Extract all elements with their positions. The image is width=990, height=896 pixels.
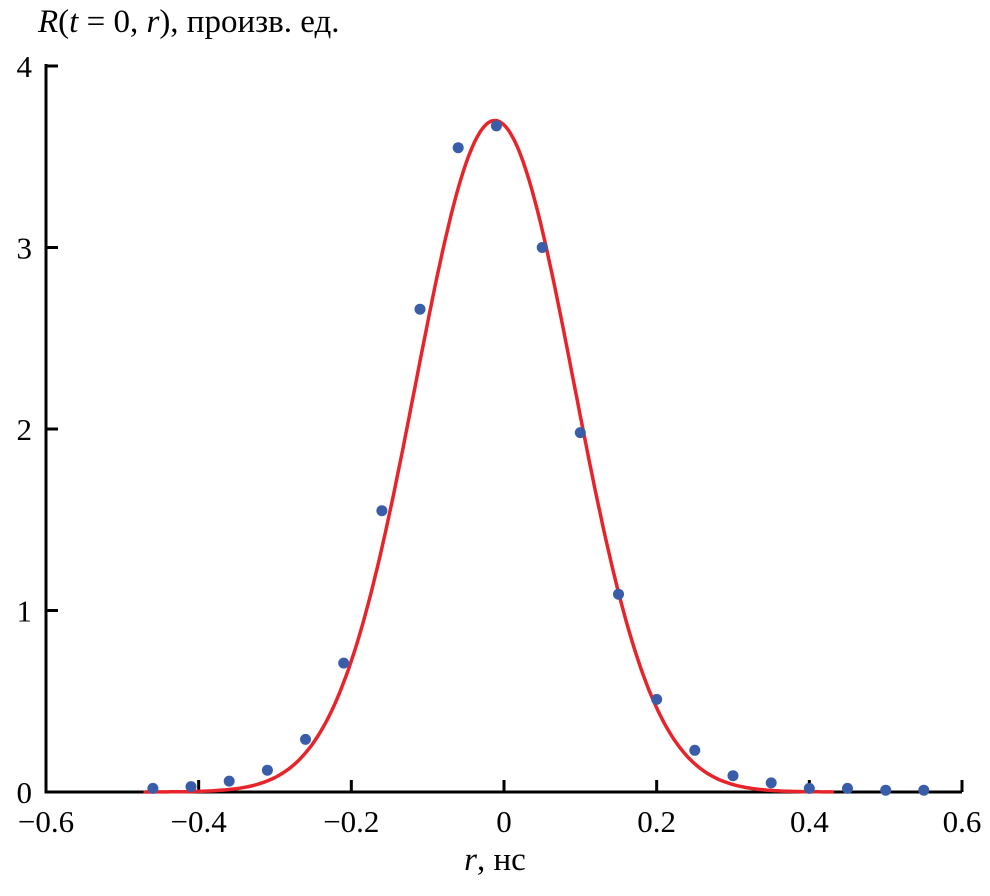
fit-curve [143,118,834,794]
data-point [452,142,464,154]
x-tick-label: −0.6 [18,804,74,839]
x-tick-label: −0.4 [171,804,228,839]
axes-frame [44,64,962,794]
x-axis-label: r, нс [0,842,990,879]
y-tick-label: 3 [17,231,33,266]
data-point [261,764,273,776]
data-point [185,781,197,793]
label-part: ), произв. ед. [159,4,340,40]
data-point [490,120,502,132]
label-part: ( [58,4,70,40]
label-part: , нс [477,842,526,878]
data-point [689,744,701,756]
y-tick-label: 4 [17,49,33,84]
data-point [613,588,624,600]
data-point [376,505,388,517]
data-point [536,242,548,253]
x-tick-label: 0 [496,804,512,839]
data-point [223,775,235,787]
data-point [727,770,739,782]
data-point [651,693,663,705]
label-part-italic: r [464,842,478,878]
x-tick-label: 0.2 [637,804,676,839]
y-tick-label: 2 [17,412,33,447]
data-point [338,657,350,669]
label-part-italic: R [38,4,59,40]
y-tick-label: 0 [17,775,33,810]
data-point [880,784,892,796]
x-tick-label: 0.6 [943,804,982,839]
data-point [765,777,777,789]
data-point [574,427,586,439]
data-point [414,303,426,315]
label-part-italic: t [69,4,79,40]
data-point [803,782,815,794]
label-part: = 0, [78,4,147,40]
label-part-italic: r [146,4,160,40]
chart-title: R(t = 0, r), произв. ед. [38,4,340,41]
data-point [842,782,853,794]
data-point [918,784,930,796]
data-point [300,733,311,745]
x-tick-label: −0.2 [323,804,379,839]
data-point [147,782,159,794]
y-tick-label: 1 [17,594,33,629]
x-tick-label: 0.4 [790,804,829,839]
